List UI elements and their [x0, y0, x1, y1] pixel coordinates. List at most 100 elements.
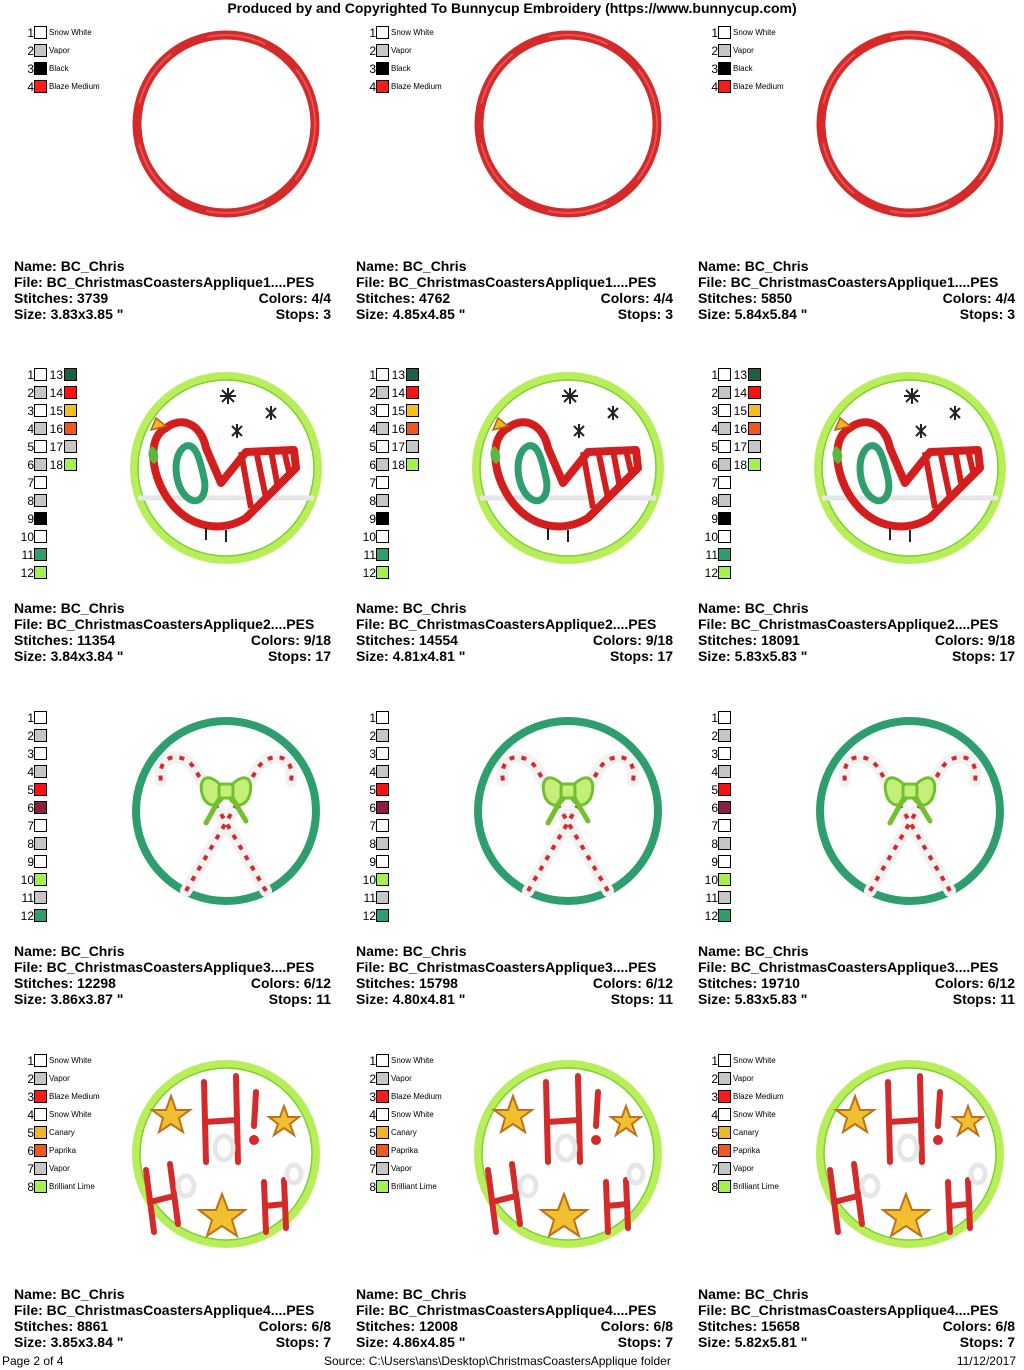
thread-number: 6	[27, 801, 34, 815]
thread-swatch	[376, 711, 389, 724]
thread-number: 15	[49, 404, 63, 418]
design-info: Name: BC_Chris File: BC_ChristmasCoasters…	[356, 258, 673, 322]
thread-swatch	[718, 368, 731, 381]
thread-number: 11	[21, 548, 34, 562]
thread-number: 2	[369, 386, 376, 400]
thread-swatch	[718, 386, 731, 399]
colors-label: Colors:	[592, 632, 642, 648]
thread-swatch	[34, 62, 47, 75]
stops-value: 7	[323, 1334, 331, 1350]
thread-swatch	[34, 1108, 47, 1121]
bird-applique-design	[472, 372, 664, 564]
thread-number: 3	[369, 1090, 376, 1104]
design-preview	[126, 368, 326, 568]
thread-number: 3	[711, 62, 718, 76]
thread-number: 17	[733, 440, 747, 454]
thread-swatch	[718, 548, 731, 561]
thread-number: 13	[733, 368, 747, 382]
thread-number: 4	[369, 80, 376, 94]
thread-number: 7	[27, 819, 34, 833]
thread-swatch	[718, 440, 731, 453]
thread-swatch	[718, 476, 731, 489]
design-info: Name: BC_Chris File: BC_ChristmasCoasters…	[14, 600, 331, 664]
stops-value: 11	[658, 991, 673, 1007]
thread-swatch	[718, 1090, 731, 1103]
thread-number: 6	[369, 458, 376, 472]
thread-number: 12	[20, 909, 34, 923]
info-line-file: File: BC_ChristmasCoastersApplique3....P…	[356, 959, 673, 975]
thread-number: 8	[27, 1180, 34, 1194]
info-line-size: Size: 3.86x3.87 " Stops: 11	[14, 991, 331, 1007]
thread-swatch	[376, 783, 389, 796]
size-value: 5.84x5.84 "	[734, 306, 808, 322]
thread-swatch	[34, 440, 47, 453]
file-label: File:	[14, 274, 43, 290]
design-info: Name: BC_Chris File: BC_ChristmasCoasters…	[356, 943, 673, 1007]
thread-number: 7	[369, 476, 376, 490]
stops-label: Stops:	[268, 991, 313, 1007]
info-line-file: File: BC_ChristmasCoastersApplique3....P…	[698, 959, 1015, 975]
stitches-label: Stitches:	[356, 1318, 416, 1334]
thread-number: 7	[369, 819, 376, 833]
thread-swatch	[34, 837, 47, 850]
file-label: File:	[698, 1302, 727, 1318]
info-line-file: File: BC_ChristmasCoastersApplique3....P…	[14, 959, 331, 975]
thread-number: 8	[369, 494, 376, 508]
stitches-value: 18091	[761, 632, 800, 648]
thread-swatch	[718, 783, 731, 796]
stops-label: Stops:	[952, 991, 997, 1007]
info-line-stitches: Stitches: 8861 Colors: 6/8	[14, 1318, 331, 1334]
thread-swatch	[376, 26, 389, 39]
thread-number: 1	[369, 368, 376, 382]
thread-swatch	[406, 458, 419, 471]
thread-name: Vapor	[49, 1074, 70, 1083]
size-value: 4.81x4.81 "	[392, 648, 466, 664]
info-line-size: Size: 4.86x4.85 " Stops: 7	[356, 1334, 673, 1350]
name-value: BC_Chris	[60, 1286, 125, 1302]
thread-swatch	[34, 26, 47, 39]
thread-swatch	[34, 80, 47, 93]
colors-value: 6/12	[303, 975, 331, 991]
thread-swatch	[748, 440, 761, 453]
info-line-size: Size: 3.83x3.85 " Stops: 3	[14, 306, 331, 322]
thread-number: 1	[711, 1054, 718, 1068]
file-value: BC_ChristmasCoastersApplique3....PES	[46, 959, 315, 975]
info-line-stitches: Stitches: 12298 Colors: 6/12	[14, 975, 331, 991]
thread-swatch	[718, 801, 731, 814]
stops-label: Stops:	[617, 1334, 662, 1350]
thread-swatch	[376, 476, 389, 489]
file-value: BC_ChristmasCoastersApplique2....PES	[388, 616, 657, 632]
thread-name: Vapor	[733, 1074, 754, 1083]
thread-number: 7	[711, 1162, 718, 1176]
thread-number: 3	[369, 404, 376, 418]
thread-number: 2	[27, 729, 34, 743]
thread-swatch	[34, 512, 47, 525]
stops-value: 7	[1007, 1334, 1015, 1350]
info-line-file: File: BC_ChristmasCoastersApplique4....P…	[698, 1302, 1015, 1318]
thread-name: Blaze Medium	[49, 82, 100, 91]
info-line-name: Name: BC_Chris	[14, 600, 331, 616]
thread-swatch	[376, 404, 389, 417]
thread-number: 4	[711, 1108, 718, 1122]
thread-swatch	[406, 404, 419, 417]
design-preview	[810, 1054, 1010, 1254]
candy-cane-applique-design	[816, 717, 1004, 905]
thread-swatch	[34, 494, 47, 507]
info-line-name: Name: BC_Chris	[698, 1286, 1015, 1302]
thread-number: 10	[20, 873, 34, 887]
thread-swatch	[748, 458, 761, 471]
thread-number: 12	[704, 909, 718, 923]
page-header: Produced by and Copyrighted To Bunnycup …	[227, 0, 797, 16]
design-preview	[468, 1054, 668, 1254]
name-label: Name:	[356, 600, 399, 616]
thread-swatch	[376, 819, 389, 832]
file-label: File:	[356, 616, 385, 632]
thread-name: Canary	[49, 1128, 75, 1137]
thread-swatch	[34, 801, 47, 814]
thread-swatch	[34, 1054, 47, 1067]
info-line-file: File: BC_ChristmasCoastersApplique2....P…	[356, 616, 673, 632]
thread-swatch	[718, 566, 731, 579]
stops-label: Stops:	[959, 1334, 1004, 1350]
stitches-label: Stitches:	[14, 290, 74, 306]
colors-label: Colors:	[934, 975, 984, 991]
